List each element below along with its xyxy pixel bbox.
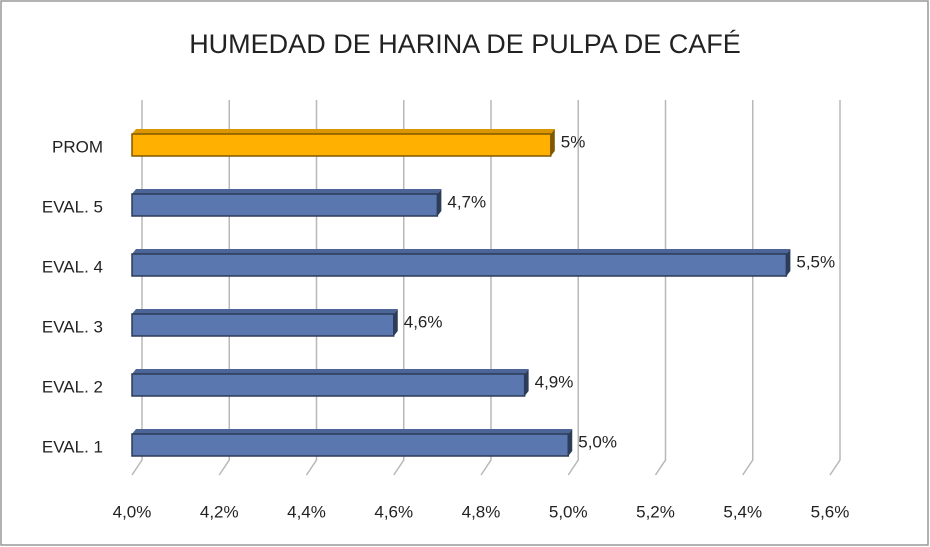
bar <box>131 313 395 337</box>
x-tick-label: 5,6% <box>811 502 850 521</box>
value-label: 4,6% <box>404 312 443 331</box>
bar-side <box>393 309 398 336</box>
bar-top <box>132 129 555 134</box>
bar <box>131 433 569 457</box>
bar-side <box>524 369 529 396</box>
x-tick-label: 5,2% <box>636 502 675 521</box>
y-tick-label: EVAL. 2 <box>42 377 103 396</box>
grid-line <box>131 100 143 476</box>
x-tick-label: 4,6% <box>374 502 413 521</box>
bar <box>131 253 788 277</box>
x-tick-label: 5,0% <box>549 502 588 521</box>
bar-side <box>568 429 573 456</box>
value-label: 4,7% <box>447 192 486 211</box>
bar <box>131 373 526 397</box>
y-tick-label: EVAL. 4 <box>42 257 103 276</box>
grid-line <box>567 100 579 476</box>
bar-top <box>132 429 573 434</box>
x-tick-label: 4,2% <box>200 502 239 521</box>
bar <box>131 193 439 217</box>
x-tick-label: 4,4% <box>287 502 326 521</box>
y-tick-label: PROM <box>52 137 103 156</box>
grid-line <box>480 100 492 476</box>
bar-top <box>132 189 442 194</box>
bar-side <box>786 249 791 276</box>
bar-top <box>132 249 791 254</box>
value-label: 5% <box>561 132 586 151</box>
grid-line <box>829 100 841 476</box>
bar-side <box>437 189 442 216</box>
y-tick-label: EVAL. 1 <box>42 437 103 456</box>
grid-line <box>218 100 230 476</box>
y-tick-label: EVAL. 3 <box>42 317 103 336</box>
grid-line <box>742 100 754 476</box>
x-tick-label: 4,8% <box>462 502 501 521</box>
grid-line <box>305 100 318 476</box>
x-tick-label: 5,4% <box>723 502 762 521</box>
y-tick-label: EVAL. 5 <box>42 197 103 216</box>
bar <box>131 133 552 157</box>
bar-top <box>132 309 398 314</box>
bar-top <box>132 369 529 374</box>
value-label: 5,5% <box>796 252 835 271</box>
grid-line <box>393 100 405 476</box>
value-label: 4,9% <box>535 372 574 391</box>
grid-line <box>654 100 667 476</box>
value-label: 5,0% <box>578 432 617 451</box>
bar-side <box>550 129 555 156</box>
chart-title: HUMEDAD DE HARINA DE PULPA DE CAFÉ <box>189 29 741 59</box>
x-tick-label: 4,0% <box>113 502 152 521</box>
